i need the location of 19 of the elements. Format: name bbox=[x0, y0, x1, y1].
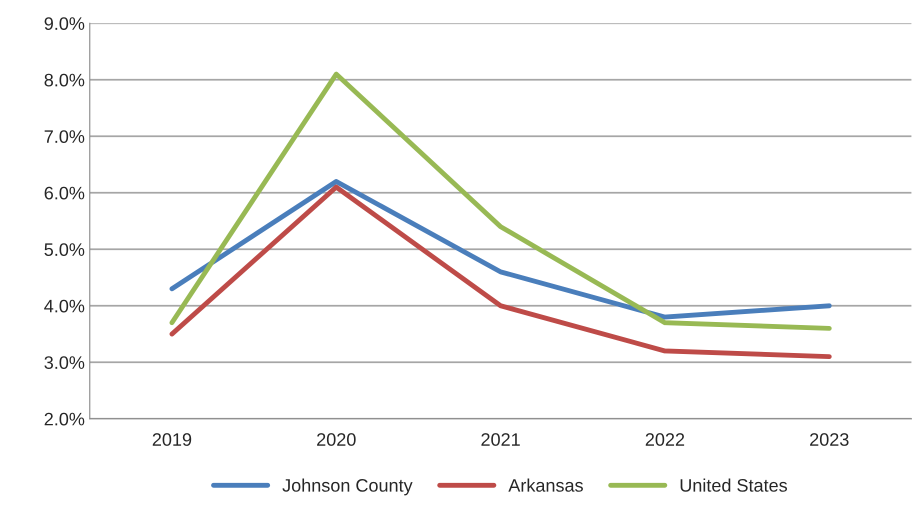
legend-label: Johnson County bbox=[282, 478, 413, 496]
y-tick-label: 9.0% bbox=[44, 17, 84, 30]
y-tick-label: 2.0% bbox=[44, 412, 84, 426]
y-tick-label: 7.0% bbox=[44, 130, 84, 143]
y-tick-label: 8.0% bbox=[44, 74, 84, 86]
y-tick-label: 6.0% bbox=[44, 186, 84, 200]
y-tick-label: 3.0% bbox=[44, 356, 84, 369]
x-tick-label: 2019 bbox=[152, 433, 192, 446]
x-tick-label: 2022 bbox=[646, 433, 684, 446]
y-tick-label: 5.0% bbox=[44, 243, 84, 256]
line-series bbox=[170, 72, 832, 331]
x-tick-label: 2023 bbox=[810, 433, 849, 446]
x-tick-label: 2021 bbox=[481, 433, 520, 446]
x-tick-label: 2020 bbox=[317, 433, 356, 446]
legend-label: Arkansas bbox=[508, 478, 583, 492]
legend-label: United States bbox=[680, 478, 788, 492]
y-tick-label: 4.0% bbox=[44, 300, 84, 312]
line-series bbox=[170, 179, 832, 320]
line-series bbox=[170, 184, 832, 360]
